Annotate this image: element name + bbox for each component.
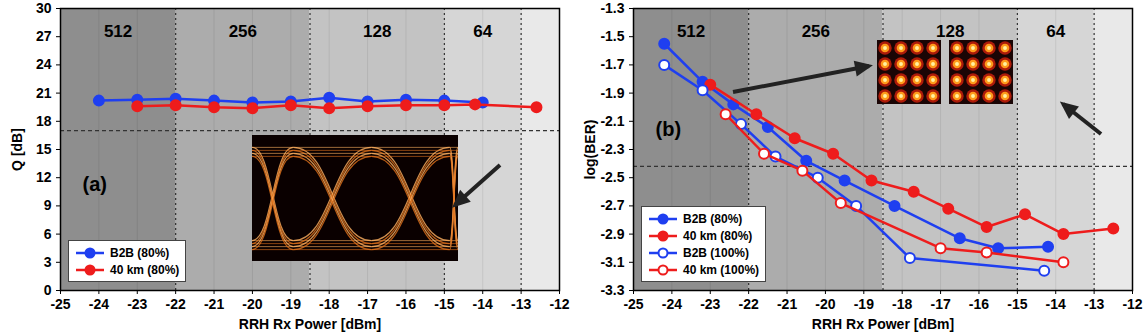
svg-text:-16: -16 bbox=[396, 296, 416, 312]
html-text:40 km (100%): 40 km (100%) bbox=[683, 262, 759, 277]
svg-text:0: 0 bbox=[43, 282, 52, 298]
svg-text:15: 15 bbox=[36, 141, 52, 157]
svg-text:-19: -19 bbox=[854, 296, 874, 312]
svg-text:-1.5: -1.5 bbox=[600, 28, 624, 44]
svg-text:-14: -14 bbox=[473, 296, 493, 312]
svg-text:30: 30 bbox=[36, 0, 52, 16]
svg-text:-24: -24 bbox=[89, 296, 109, 312]
svg-text:-25: -25 bbox=[623, 296, 643, 312]
svg-text:-13: -13 bbox=[511, 296, 531, 312]
svg-text:-23: -23 bbox=[700, 296, 720, 312]
html-text:40 km (80%): 40 km (80%) bbox=[110, 262, 180, 277]
svg-text:-1.7: -1.7 bbox=[600, 56, 624, 72]
svg-text:-15: -15 bbox=[434, 296, 454, 312]
svg-text:-17: -17 bbox=[357, 296, 377, 312]
svg-text:-3.3: -3.3 bbox=[600, 282, 624, 298]
svg-text:-13: -13 bbox=[1084, 296, 1104, 312]
svg-text:9: 9 bbox=[44, 197, 52, 213]
html-text:40 km (80%): 40 km (80%) bbox=[683, 228, 753, 243]
svg-text:256: 256 bbox=[228, 21, 257, 41]
svg-text:12: 12 bbox=[36, 169, 52, 185]
svg-text:-21: -21 bbox=[204, 296, 224, 312]
svg-text:-1.3: -1.3 bbox=[600, 0, 624, 16]
svg-text:128: 128 bbox=[936, 21, 965, 41]
svg-text:-3.1: -3.1 bbox=[600, 254, 624, 270]
svg-text:-21: -21 bbox=[777, 296, 797, 312]
svg-text:-20: -20 bbox=[815, 296, 835, 312]
svg-text:RRH Rx Power [dBm]: RRH Rx Power [dBm] bbox=[239, 316, 381, 332]
svg-text:-19: -19 bbox=[281, 296, 301, 312]
svg-text:24: 24 bbox=[36, 56, 52, 72]
svg-text:-12: -12 bbox=[549, 296, 569, 312]
svg-text:-1.9: -1.9 bbox=[600, 85, 624, 101]
svg-text:-18: -18 bbox=[319, 296, 339, 312]
svg-text:-22: -22 bbox=[166, 296, 186, 312]
svg-text:-14: -14 bbox=[1046, 296, 1066, 312]
svg-text:64: 64 bbox=[1046, 21, 1066, 41]
svg-text:-23: -23 bbox=[127, 296, 147, 312]
svg-text:3: 3 bbox=[44, 254, 52, 270]
svg-text:Q [dB]: Q [dB] bbox=[9, 128, 25, 171]
html-text:B2B (80%): B2B (80%) bbox=[683, 211, 743, 226]
svg-text:64: 64 bbox=[473, 21, 493, 41]
svg-text:-20: -20 bbox=[242, 296, 262, 312]
svg-text:6: 6 bbox=[44, 226, 52, 242]
html-text:B2B (100%): B2B (100%) bbox=[683, 245, 749, 260]
svg-text:21: 21 bbox=[36, 85, 52, 101]
svg-text:-2.3: -2.3 bbox=[600, 141, 624, 157]
svg-text:-25: -25 bbox=[50, 296, 70, 312]
svg-text:-22: -22 bbox=[739, 296, 759, 312]
svg-text:-2.1: -2.1 bbox=[600, 113, 624, 129]
html-text:B2B (80%): B2B (80%) bbox=[110, 245, 170, 260]
svg-text:-16: -16 bbox=[969, 296, 989, 312]
svg-text:512: 512 bbox=[677, 22, 705, 41]
svg-text:128: 128 bbox=[363, 21, 392, 41]
svg-text:RRH Rx Power [dBm]: RRH Rx Power [dBm] bbox=[812, 316, 954, 332]
svg-text:512: 512 bbox=[104, 22, 132, 41]
svg-text:(b): (b) bbox=[656, 118, 682, 140]
svg-text:(a): (a) bbox=[83, 173, 107, 195]
svg-text:-12: -12 bbox=[1122, 296, 1142, 312]
svg-text:27: 27 bbox=[36, 28, 52, 44]
svg-text:-2.9: -2.9 bbox=[600, 226, 624, 242]
svg-text:18: 18 bbox=[36, 113, 52, 129]
svg-text:-15: -15 bbox=[1007, 296, 1027, 312]
svg-text:256: 256 bbox=[801, 21, 830, 41]
svg-text:log(BER): log(BER) bbox=[582, 120, 598, 180]
svg-text:-24: -24 bbox=[662, 296, 682, 312]
svg-text:-18: -18 bbox=[892, 296, 912, 312]
svg-text:-17: -17 bbox=[930, 296, 950, 312]
svg-text:-2.7: -2.7 bbox=[600, 197, 624, 213]
svg-text:-2.5: -2.5 bbox=[600, 169, 624, 185]
